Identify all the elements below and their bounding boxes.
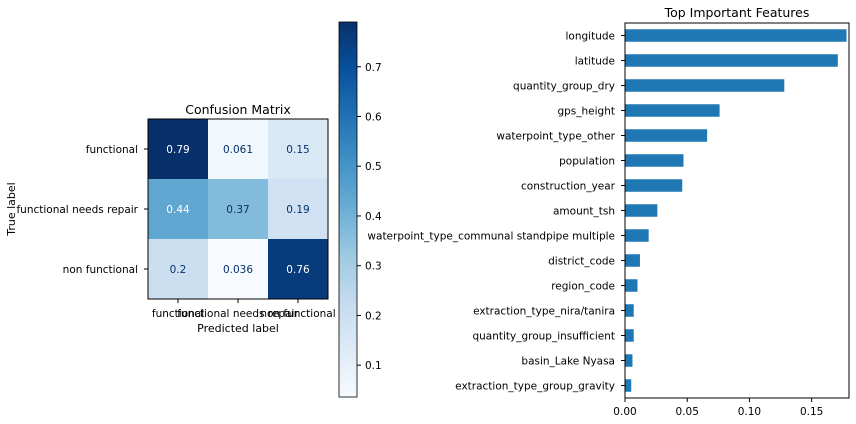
- fi-category-label: waterpoint_type_other: [496, 131, 615, 143]
- fi-x-tick-label: 0.05: [676, 406, 699, 418]
- cm-cell-label: 0.036: [223, 264, 253, 276]
- fi-category-label: basin_Lake Nyasa: [521, 356, 615, 368]
- fi-category-label: longitude: [566, 31, 615, 43]
- cm-cell-label: 0.44: [166, 204, 190, 216]
- fi-category-label: district_code: [548, 256, 615, 268]
- cm-cell: [208, 119, 268, 179]
- colorbar-tick-label: 0.7: [365, 62, 382, 74]
- fi-category-label: population: [559, 156, 615, 168]
- cm-cell: [148, 239, 208, 299]
- fi-bar: [625, 204, 658, 217]
- fi-category-label: region_code: [551, 281, 615, 293]
- cm-x-axis-label: Predicted label: [197, 322, 279, 335]
- fi-bar: [625, 29, 847, 42]
- cm-y-tick-label: functional needs repair: [16, 204, 138, 216]
- cm-cell-label: 0.76: [286, 264, 310, 276]
- cm-y-tick-label: non functional: [63, 264, 138, 276]
- cm-y-axis-label: True label: [5, 182, 18, 236]
- fi-bar: [625, 129, 708, 142]
- cm-cell-label: 0.061: [223, 144, 253, 156]
- fi-category-label: waterpoint_type_communal standpipe multi…: [367, 231, 615, 243]
- cm-cell: [268, 239, 328, 299]
- colorbar-tick-label: 0.2: [365, 310, 382, 322]
- colorbar-tick-label: 0.5: [365, 161, 382, 173]
- cm-cell: [208, 239, 268, 299]
- fi-bar: [625, 354, 633, 367]
- fi-title: Top Important Features: [664, 5, 810, 20]
- fi-bar: [625, 329, 634, 342]
- fi-category-label: construction_year: [521, 181, 616, 193]
- cm-cell: [208, 179, 268, 239]
- colorbar: 0.1 0.2 0.3 0.4 0.5 0.6 0.7: [338, 21, 382, 398]
- cm-cell-label: 0.19: [286, 204, 309, 216]
- fi-bar: [625, 154, 684, 167]
- cm-cell: [268, 179, 328, 239]
- cm-cell-label: 0.15: [286, 144, 309, 156]
- cm-y-tick-label: functional: [86, 144, 138, 156]
- colorbar-tick-label: 0.4: [365, 211, 382, 223]
- fi-x-tick-label: 0.15: [800, 406, 823, 418]
- fi-category-label: amount_tsh: [553, 206, 615, 218]
- fi-category-label: quantity_group_insufficient: [472, 331, 615, 343]
- fi-bar: [625, 79, 785, 92]
- fi-bar: [625, 54, 838, 67]
- fi-bar: [625, 379, 632, 392]
- cm-x-tick-label: non functional: [260, 308, 335, 320]
- fi-category-label: latitude: [575, 56, 615, 68]
- fi-bar: [625, 279, 638, 292]
- fi-category-label: extraction_type_group_gravity: [455, 381, 615, 393]
- fi-category-label: gps_height: [557, 106, 615, 118]
- fi-bar: [625, 254, 640, 267]
- cm-cell-label: 0.79: [166, 144, 189, 156]
- colorbar-tick-label: 0.3: [365, 261, 382, 273]
- colorbar-gradient: [338, 21, 358, 398]
- fi-bar: [625, 304, 634, 317]
- fi-bar: [625, 229, 649, 242]
- cm-title: Confusion Matrix: [185, 102, 291, 117]
- cm-cell-label: 0.2: [170, 264, 187, 276]
- fi-bar: [625, 179, 683, 192]
- colorbar-tick-label: 0.1: [365, 360, 382, 372]
- cm-x-tick-label: functional: [152, 308, 204, 320]
- confusion-matrix: Confusion Matrix 0.79 0.061 0.15 0.44 0.37 0.…: [5, 102, 336, 335]
- cm-cell: [268, 119, 328, 179]
- fi-category-label: quantity_group_dry: [513, 81, 615, 93]
- feature-importance-chart: Top Important Features longitude latitude…: [367, 5, 850, 418]
- cm-cell: [148, 179, 208, 239]
- fi-category-label: extraction_type_nira/tanira: [473, 306, 615, 318]
- colorbar-tick-label: 0.6: [365, 111, 382, 123]
- cm-cell: [148, 119, 208, 179]
- fi-x-tick-label: 0.10: [738, 406, 761, 418]
- cm-cell-label: 0.37: [226, 204, 249, 216]
- cm-x-tick-label: functional needs repair: [177, 308, 299, 320]
- fi-bar: [625, 104, 720, 117]
- fi-x-tick-label: 0.00: [613, 406, 636, 418]
